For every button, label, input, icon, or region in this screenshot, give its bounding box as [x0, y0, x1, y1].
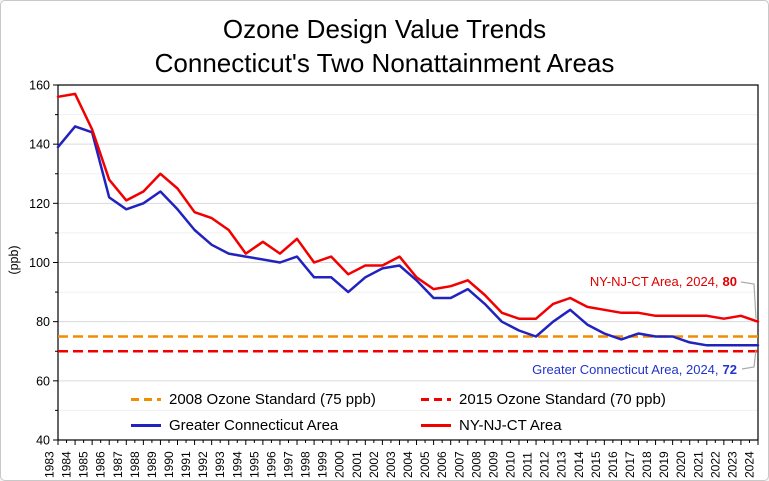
svg-text:1993: 1993 [213, 451, 227, 478]
svg-text:2020: 2020 [674, 451, 688, 478]
svg-text:2002: 2002 [367, 451, 381, 478]
legend-label-2015-standard: 2015 Ozone Standard (70 ppb) [459, 390, 666, 408]
svg-text:1986: 1986 [94, 451, 108, 478]
svg-text:40: 40 [36, 434, 50, 448]
chart-title: Ozone Design Value Trends Connecticut's … [1, 12, 768, 80]
svg-text:2001: 2001 [350, 451, 364, 478]
svg-text:1985: 1985 [77, 451, 91, 478]
svg-text:2004: 2004 [401, 451, 415, 478]
svg-text:2017: 2017 [623, 451, 637, 478]
svg-text:1989: 1989 [145, 451, 159, 478]
svg-text:1984: 1984 [60, 451, 74, 478]
svg-text:2006: 2006 [435, 451, 449, 478]
dashed-line-swatch-orange [131, 397, 161, 401]
svg-text:1995: 1995 [247, 451, 261, 478]
svg-text:1997: 1997 [282, 451, 296, 478]
svg-text:160: 160 [29, 79, 50, 93]
svg-text:2011: 2011 [521, 452, 535, 478]
svg-text:1983: 1983 [43, 451, 57, 478]
chart-title-line2: Connecticut's Two Nonattainment Areas [154, 48, 615, 78]
legend-label-2008-standard: 2008 Ozone Standard (75 ppb) [169, 390, 376, 408]
svg-text:2000: 2000 [333, 451, 347, 478]
legend-label-greater-ct: Greater Connecticut Area [169, 416, 339, 434]
svg-text:2016: 2016 [606, 451, 620, 478]
svg-text:1990: 1990 [162, 451, 176, 478]
svg-text:2018: 2018 [640, 451, 654, 478]
svg-text:140: 140 [29, 138, 50, 152]
svg-text:1991: 1991 [179, 451, 193, 478]
svg-text:1992: 1992 [196, 451, 210, 478]
svg-text:1988: 1988 [128, 451, 142, 478]
svg-text:100: 100 [29, 256, 50, 270]
annotation-greater-ct-label: Greater Connecticut Area, 2024, [532, 362, 719, 377]
solid-line-swatch-red [421, 423, 451, 427]
svg-text:1996: 1996 [264, 451, 278, 478]
svg-text:2007: 2007 [452, 451, 466, 478]
svg-text:120: 120 [29, 197, 50, 211]
svg-text:1994: 1994 [230, 451, 244, 478]
svg-text:2024: 2024 [743, 451, 757, 478]
legend-item-2008-standard: 2008 Ozone Standard (75 ppb) [131, 390, 376, 408]
svg-text:60: 60 [36, 374, 50, 388]
chart-title-line1: Ozone Design Value Trends [222, 14, 547, 44]
svg-text:2008: 2008 [469, 451, 483, 478]
annotation-ny-nj-ct-2024: NY-NJ-CT Area, 2024, 80 [590, 274, 737, 289]
annotation-ny-nj-ct-label: NY-NJ-CT Area, 2024, [589, 274, 719, 289]
svg-text:1987: 1987 [111, 451, 125, 478]
svg-text:2003: 2003 [384, 451, 398, 478]
legend-label-ny-nj-ct: NY-NJ-CT Area [459, 416, 562, 434]
legend-item-ny-nj-ct: NY-NJ-CT Area [421, 416, 562, 434]
annotation-ny-nj-ct-value: 80 [722, 274, 737, 289]
svg-text:2023: 2023 [725, 451, 739, 478]
solid-line-swatch-blue [131, 423, 161, 427]
svg-text:2015: 2015 [589, 451, 603, 478]
svg-text:2019: 2019 [657, 451, 671, 478]
svg-text:2005: 2005 [418, 451, 432, 478]
svg-text:2012: 2012 [538, 451, 552, 478]
svg-text:2022: 2022 [708, 451, 722, 478]
svg-text:1999: 1999 [316, 451, 330, 478]
legend-item-2015-standard: 2015 Ozone Standard (70 ppb) [421, 390, 666, 408]
svg-text:1998: 1998 [299, 451, 313, 478]
annotation-greater-ct-2024: Greater Connecticut Area, 2024, 72 [532, 362, 737, 377]
svg-text:2021: 2021 [691, 451, 705, 478]
svg-text:2010: 2010 [503, 451, 517, 478]
svg-text:80: 80 [36, 315, 50, 329]
svg-text:2013: 2013 [555, 451, 569, 478]
svg-text:2009: 2009 [486, 451, 500, 478]
annotation-greater-ct-value: 72 [722, 362, 737, 377]
svg-text:2014: 2014 [572, 451, 586, 478]
legend-item-greater-ct: Greater Connecticut Area [131, 416, 338, 434]
dashed-line-swatch-red [421, 397, 451, 401]
